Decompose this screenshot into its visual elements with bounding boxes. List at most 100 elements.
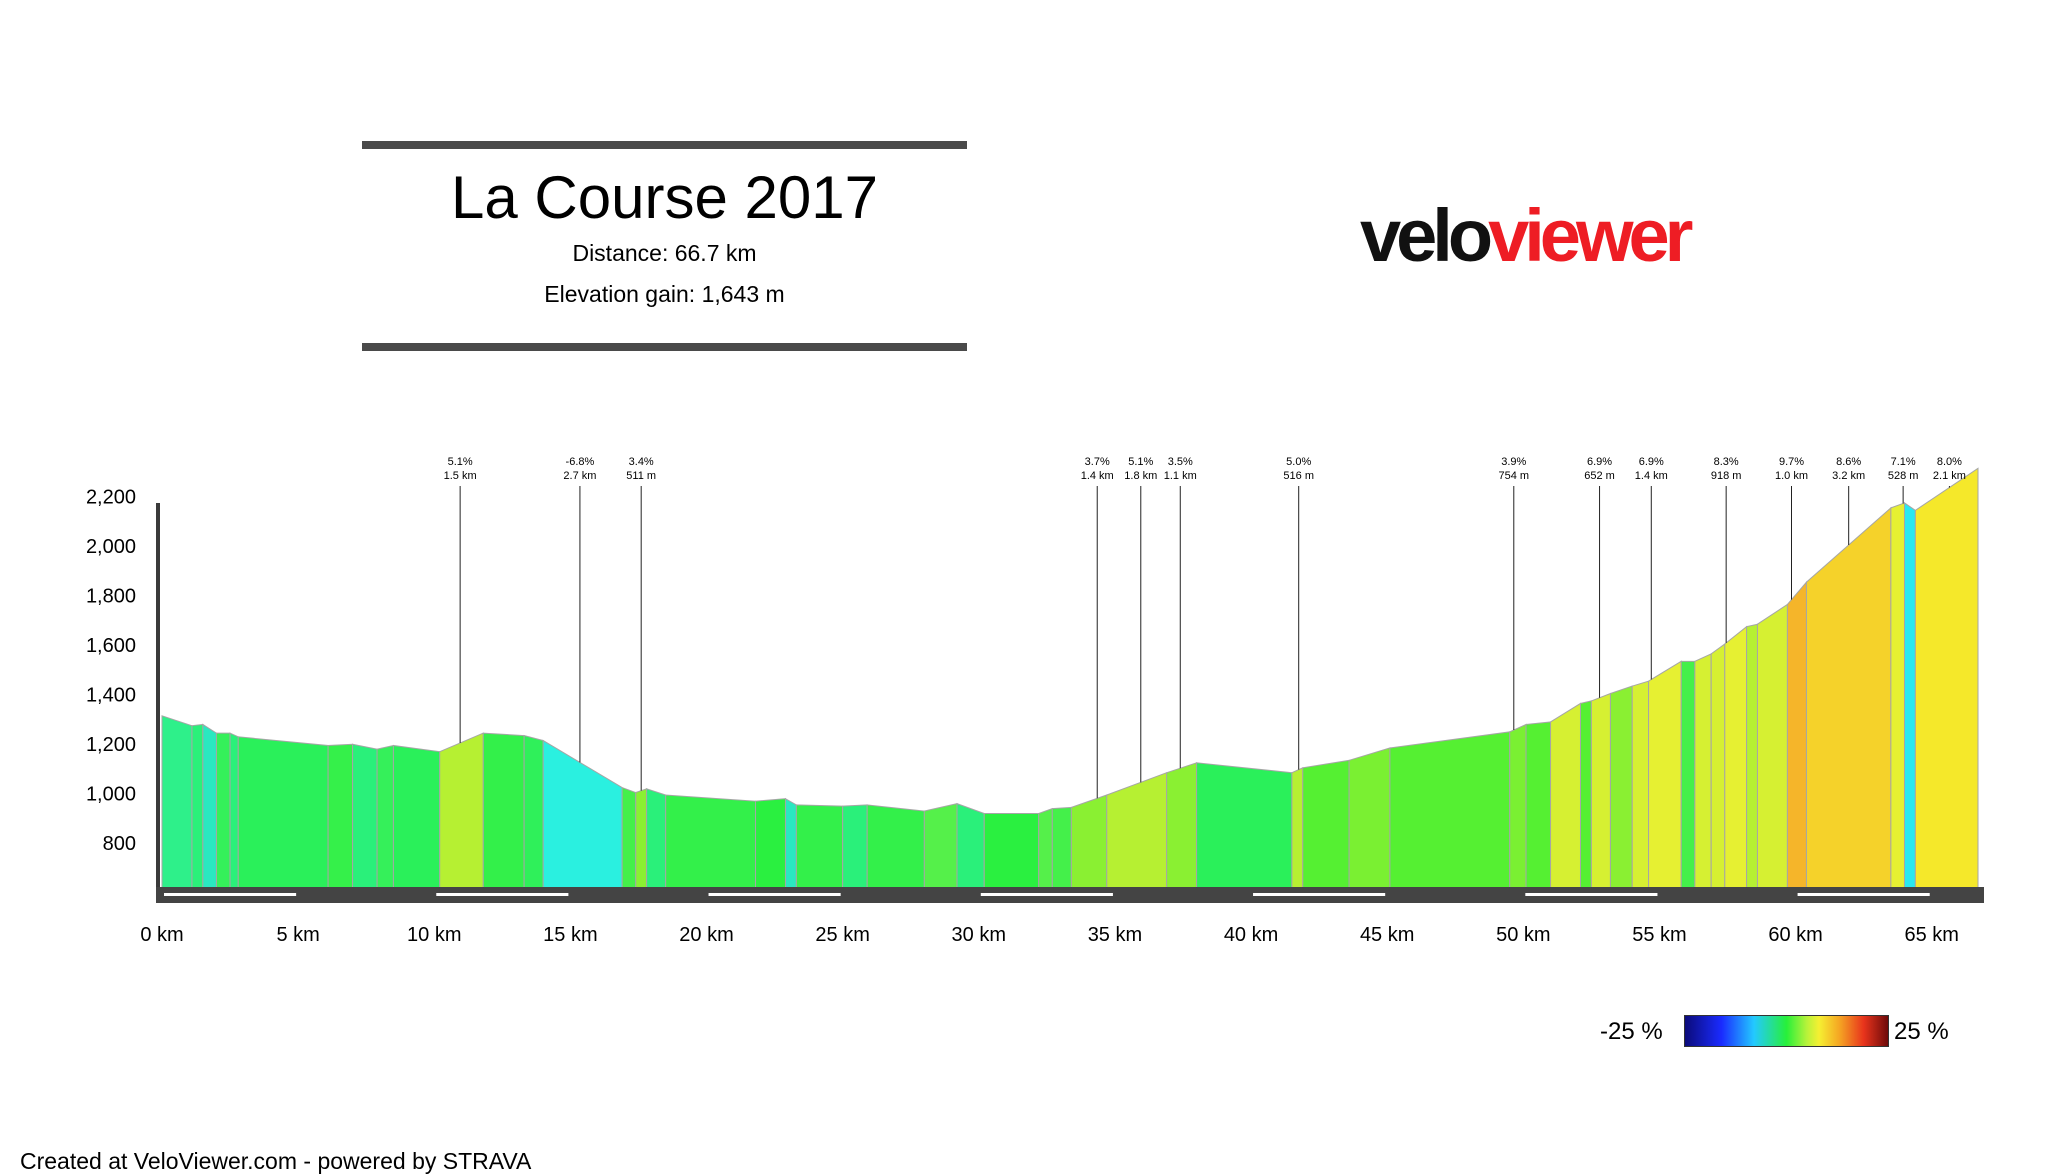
footer-credit: Created at VeloViewer.com - powered by S… — [20, 1148, 532, 1174]
climb-length-label: 3.2 km — [1832, 470, 1865, 482]
gradient-legend: -25 % 25 % — [1600, 1015, 1960, 1049]
profile-segment — [542, 739, 623, 889]
title-rule-bottom — [362, 343, 967, 351]
veloviewer-logo: veloviewer — [1360, 194, 1693, 277]
profile-segment — [866, 804, 925, 889]
profile-segment — [1196, 762, 1293, 889]
profile-segment — [646, 788, 667, 889]
logo-part-viewer: viewer — [1488, 194, 1693, 277]
distance-text: Distance: 66.7 km — [572, 240, 757, 266]
profile-segment — [161, 715, 193, 889]
chart-axes: 800 1,000 1,200 1,400 1,600 1,800 2,000 2,200 0 … — [86, 487, 1984, 946]
profile-segment — [392, 744, 441, 889]
x-tick-label: 45 km — [1360, 924, 1414, 946]
profile-segment — [352, 743, 378, 889]
profile-segment — [635, 788, 648, 889]
y-axis-line — [156, 503, 160, 903]
profile-segment — [1525, 721, 1552, 889]
x-tick-label: 60 km — [1768, 924, 1822, 946]
profile-segment — [1694, 653, 1712, 889]
profile-segment — [755, 798, 786, 889]
elevation-gain-text: Elevation gain: 1,643 m — [544, 281, 785, 307]
climb-gradient-label: -6.8% — [566, 456, 595, 468]
legend-min-label: -25 % — [1600, 1018, 1663, 1045]
climb-length-label: 1.0 km — [1775, 470, 1808, 482]
profile-segment — [1710, 643, 1726, 889]
profile-segment — [1914, 467, 1979, 889]
legend-max-label: 25 % — [1894, 1018, 1949, 1045]
profile-segment — [1746, 623, 1758, 889]
climb-length-label: 2.1 km — [1933, 470, 1966, 482]
profile-segment — [237, 736, 329, 889]
x-tick-label: 15 km — [543, 924, 597, 946]
x-tick-label: 0 km — [140, 924, 183, 946]
x-tick-label: 30 km — [952, 924, 1006, 946]
climb-length-label: 1.8 km — [1124, 470, 1157, 482]
x-tick-label: 65 km — [1904, 924, 1958, 946]
climb-length-label: 918 m — [1711, 470, 1742, 482]
profile-segment — [956, 802, 985, 889]
profile-segment — [376, 744, 394, 889]
profile-segment — [1903, 501, 1916, 889]
title-box: La Course 2017 Distance: 66.7 km Elevati… — [362, 141, 967, 351]
elevation-chart: 5.1% 1.5 km -6.8% 2.7 km 3.4% 511 m 3.7% 1.4 km… — [86, 456, 1984, 946]
y-tick-label: 1,600 — [86, 635, 136, 657]
gradient-color-bar — [1684, 1015, 1889, 1047]
y-tick-label: 2,000 — [86, 536, 136, 558]
climb-length-label: 1.4 km — [1081, 470, 1114, 482]
profile-segment — [1051, 806, 1072, 889]
profile-segment — [923, 803, 958, 889]
profile-segment — [191, 723, 204, 889]
profile-segment — [1302, 759, 1350, 889]
profile-segment — [1631, 680, 1650, 889]
climb-gradient-label: 5.1% — [1128, 456, 1153, 468]
profile-segment — [229, 732, 239, 889]
climb-gradient-label: 8.0% — [1937, 456, 1962, 468]
y-tick-label: 1,400 — [86, 685, 136, 707]
climb-length-label: 516 m — [1283, 470, 1314, 482]
profile-segment — [327, 743, 354, 889]
climb-gradient-label: 3.5% — [1168, 456, 1193, 468]
profile-segment — [1756, 603, 1788, 889]
climb-length-label: 2.7 km — [563, 470, 596, 482]
profile-segment — [1786, 580, 1807, 889]
distance-axis-stripe — [436, 893, 569, 896]
profile-segment — [1509, 723, 1527, 889]
profile-segment — [1805, 506, 1892, 889]
profile-segment — [1389, 731, 1511, 889]
profile-segment — [1106, 771, 1168, 889]
climb-gradient-label: 6.9% — [1587, 456, 1612, 468]
profile-segment — [1579, 700, 1592, 889]
climb-gradient-label: 5.0% — [1286, 456, 1311, 468]
climb-length-label: 1.5 km — [444, 470, 477, 482]
climb-length-label: 511 m — [626, 470, 656, 482]
climb-gradient-label: 3.7% — [1085, 456, 1110, 468]
profile-segment — [1070, 794, 1108, 889]
climb-gradient-label: 9.7% — [1779, 456, 1804, 468]
profile-segments — [161, 467, 1979, 889]
profile-segment — [665, 794, 757, 889]
distance-axis-stripe — [1797, 893, 1930, 896]
distance-axis-stripe — [708, 893, 841, 896]
climb-length-label: 652 m — [1584, 470, 1615, 482]
distance-axis-stripe — [1253, 893, 1386, 896]
y-tick-label: 1,800 — [86, 586, 136, 608]
climb-gradient-label: 8.6% — [1836, 456, 1861, 468]
climb-gradient-label: 8.3% — [1714, 456, 1739, 468]
climb-gradient-label: 5.1% — [448, 456, 473, 468]
climb-length-label: 528 m — [1888, 470, 1919, 482]
profile-segment — [1038, 807, 1053, 889]
profile-segment — [202, 723, 217, 889]
x-tick-label: 50 km — [1496, 924, 1550, 946]
distance-axis-stripe — [164, 893, 297, 896]
x-tick-label: 20 km — [679, 924, 733, 946]
page-title: La Course 2017 — [451, 164, 878, 231]
y-tick-label: 1,200 — [86, 734, 136, 756]
profile-segment — [983, 813, 1040, 889]
climb-gradient-label: 3.4% — [629, 456, 654, 468]
x-tick-label: 10 km — [407, 924, 461, 946]
title-rule-top — [362, 141, 967, 149]
profile-segment — [1724, 625, 1748, 889]
profile-segment — [523, 734, 544, 889]
profile-segment — [1550, 702, 1581, 889]
